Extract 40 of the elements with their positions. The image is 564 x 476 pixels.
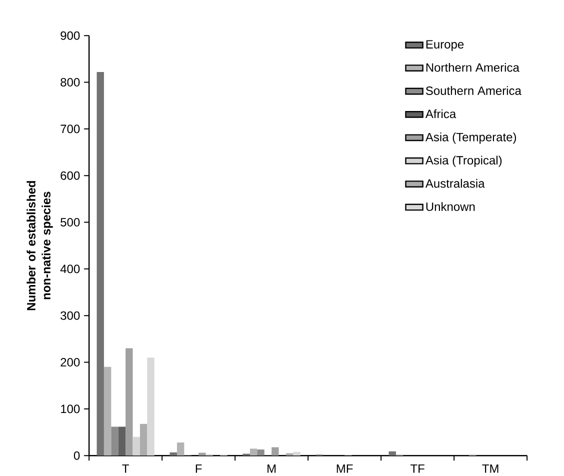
y-tick-label: 0 — [74, 451, 80, 460]
bar — [140, 424, 148, 456]
y-tick-label: 500 — [60, 218, 80, 226]
bar — [126, 348, 133, 456]
y-tick-label: 800 — [60, 78, 80, 86]
bar — [388, 451, 396, 456]
y-axis-title: Number of established non-native species — [26, 181, 53, 310]
legend-label: Unknown — [426, 202, 475, 211]
y-tick-label: 200 — [60, 358, 80, 366]
bar — [293, 452, 300, 456]
legend-label: Southern America — [426, 86, 522, 95]
x-tick-label: TM — [482, 464, 498, 473]
legend-label: Australasia — [425, 178, 485, 188]
x-tick-label: TF — [410, 464, 424, 473]
bar — [176, 442, 184, 456]
y-tick-label: 100 — [61, 404, 80, 414]
legend-label: Asia (Tropical) — [425, 156, 502, 167]
bar — [257, 449, 264, 456]
bar — [272, 447, 279, 456]
bar — [250, 448, 258, 456]
legend-label: Northern America — [426, 62, 520, 72]
y-tick-label: 600 — [60, 171, 80, 180]
legend-label: Asia (Temperate) — [425, 132, 516, 144]
x-tick-label: MF — [336, 464, 353, 473]
legend-label: Europe — [426, 40, 464, 51]
bar — [96, 72, 104, 456]
bar — [111, 426, 118, 456]
bar — [147, 358, 154, 456]
x-tick-label: T — [122, 464, 129, 473]
bar — [104, 366, 112, 456]
bar — [198, 452, 206, 456]
bar — [132, 436, 140, 456]
y-tick-label: 300 — [60, 311, 80, 320]
y-tick-label: 900 — [60, 31, 80, 40]
y-tick-label: 700 — [60, 124, 80, 134]
legend-label: Africa — [425, 109, 456, 118]
bar — [118, 426, 126, 456]
x-tick-label: F — [196, 464, 202, 473]
y-tick-label: 400 — [60, 264, 80, 274]
x-tick-label: M — [268, 464, 276, 473]
